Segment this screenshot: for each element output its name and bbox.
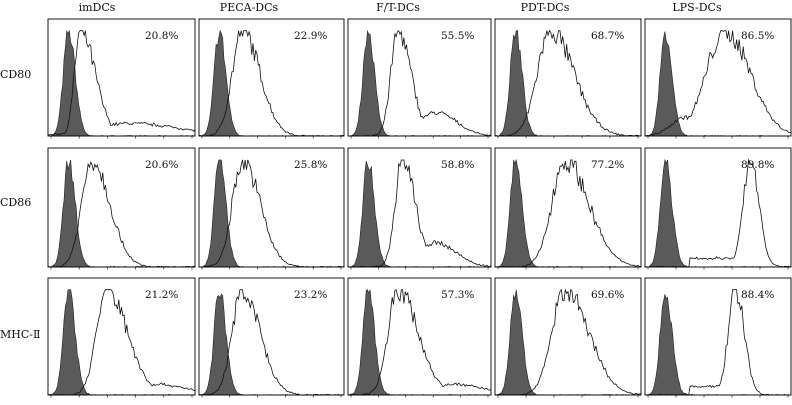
percent-label: 69.6% bbox=[591, 289, 624, 301]
percent-label: 55.5% bbox=[441, 30, 474, 42]
panel-cd80-peca-dcs: 22.9% bbox=[198, 18, 345, 139]
percent-label: 25.8% bbox=[294, 159, 327, 171]
stained-histogram bbox=[47, 30, 196, 136]
panel-frame bbox=[47, 277, 196, 396]
isotype-histogram bbox=[47, 29, 196, 137]
percent-label: 21.2% bbox=[145, 289, 178, 301]
stained-histogram bbox=[494, 29, 642, 137]
stained-histogram bbox=[348, 289, 492, 396]
isotype-histogram bbox=[199, 159, 345, 268]
panel-frame bbox=[347, 18, 492, 137]
row-label-mhc-ii: MHC-Ⅱ bbox=[0, 328, 40, 341]
isotype-histogram bbox=[644, 31, 792, 137]
percent-label: 20.6% bbox=[145, 159, 178, 171]
isotype-histogram bbox=[495, 289, 641, 396]
panel-frame bbox=[644, 277, 792, 396]
panel-cd86-f-t-dcs: 58.8% bbox=[347, 147, 492, 270]
isotype-histogram bbox=[47, 289, 196, 396]
panel-frame bbox=[644, 18, 792, 137]
percent-label: 89.8% bbox=[741, 159, 774, 171]
panel-frame bbox=[494, 18, 642, 137]
panel-frame bbox=[644, 147, 792, 268]
isotype-histogram bbox=[347, 160, 491, 268]
percent-label: 20.8% bbox=[145, 30, 178, 42]
column-title-ft-dcs: F/T-DCs bbox=[376, 1, 420, 14]
panel-cd80-lps-dcs: 86.5% bbox=[644, 18, 792, 139]
panel-frame bbox=[347, 277, 492, 396]
isotype-histogram bbox=[198, 29, 345, 137]
row-labels: CD80 CD86 MHC-Ⅱ bbox=[0, 68, 40, 341]
panel-cd86-imdcs: 20.6% bbox=[47, 147, 196, 270]
panel-cd80-pdt-dcs: 68.7% bbox=[494, 18, 642, 139]
percent-label: 86.5% bbox=[741, 30, 774, 42]
row-label-cd86: CD86 bbox=[0, 196, 31, 209]
percent-label: 23.2% bbox=[294, 289, 327, 301]
isotype-histogram bbox=[494, 30, 641, 137]
panel-frame bbox=[47, 18, 196, 137]
panel-cd86-pdt-dcs: 77.2% bbox=[494, 147, 642, 270]
percent-label: 88.4% bbox=[741, 289, 774, 301]
isotype-histogram bbox=[644, 294, 792, 396]
panel-frame bbox=[347, 147, 492, 268]
panel-cd80-imdcs: 20.8% bbox=[47, 18, 196, 139]
panel-mhc-lps-dcs: 88.4% bbox=[644, 277, 792, 398]
panel-cd80-f-t-dcs: 55.5% bbox=[347, 18, 492, 139]
histogram-panels: 20.8% 22.9% 55.5% 68.7% 86.5% 20.6% 25.8% 58.8%… bbox=[47, 18, 792, 398]
column-titles: imDCs PECA-DCs F/T-DCs PDT-DCs LPS-DCs bbox=[79, 1, 722, 14]
panel-frame bbox=[494, 147, 642, 268]
panel-frame bbox=[198, 147, 345, 268]
column-title-peca-dcs: PECA-DCs bbox=[220, 1, 279, 14]
percent-label: 58.8% bbox=[441, 159, 474, 171]
panel-mhc-peca-dcs: 23.2% bbox=[198, 277, 345, 398]
percent-label: 77.2% bbox=[591, 159, 624, 171]
panel-frame bbox=[198, 277, 345, 396]
row-label-cd80: CD80 bbox=[0, 68, 31, 81]
column-title-lps-dcs: LPS-DCs bbox=[672, 1, 722, 14]
panel-frame bbox=[198, 18, 345, 137]
percent-label: 22.9% bbox=[294, 30, 327, 42]
panel-cd86-peca-dcs: 25.8% bbox=[198, 147, 345, 270]
column-title-imdcs: imDCs bbox=[79, 1, 116, 14]
column-title-pdt-dcs: PDT-DCs bbox=[521, 1, 570, 14]
panel-mhc-pdt-dcs: 69.6% bbox=[494, 277, 642, 398]
panel-mhc-f-t-dcs: 57.3% bbox=[347, 277, 492, 398]
percent-label: 57.3% bbox=[441, 289, 474, 301]
panel-cd86-lps-dcs: 89.8% bbox=[644, 147, 792, 270]
isotype-histogram bbox=[47, 159, 196, 268]
isotype-histogram bbox=[198, 293, 345, 396]
stained-histogram bbox=[644, 30, 792, 137]
isotype-histogram bbox=[347, 30, 491, 137]
panel-mhc-imdcs: 21.2% bbox=[47, 277, 196, 398]
isotype-histogram bbox=[644, 158, 792, 268]
isotype-histogram bbox=[494, 158, 642, 268]
panel-frame bbox=[47, 147, 196, 268]
percent-label: 68.7% bbox=[591, 30, 624, 42]
panel-frame bbox=[494, 277, 642, 396]
isotype-histogram bbox=[347, 289, 491, 396]
